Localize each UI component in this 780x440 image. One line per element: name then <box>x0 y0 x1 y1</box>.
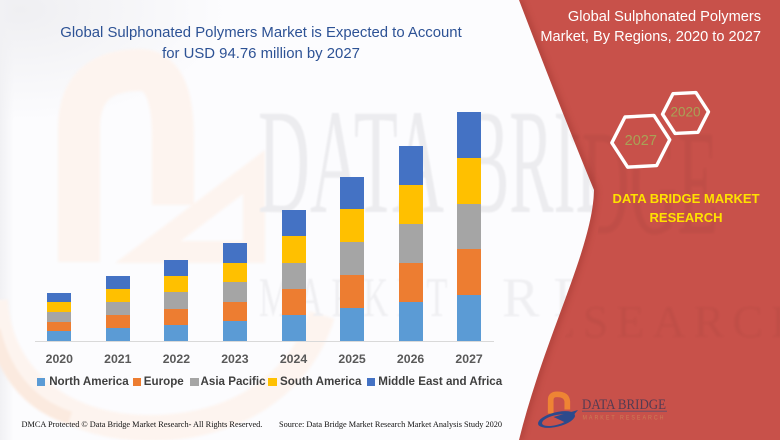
svg-text:MARKET RESEARCH: MARKET RESEARCH <box>583 415 666 422</box>
svg-text:RESEARCH: RESEARCH <box>508 296 780 347</box>
svg-text:DATA BRIDGE: DATA BRIDGE <box>582 396 666 413</box>
svg-text:2020: 2020 <box>670 104 700 119</box>
svg-text:2027: 2027 <box>625 133 657 149</box>
